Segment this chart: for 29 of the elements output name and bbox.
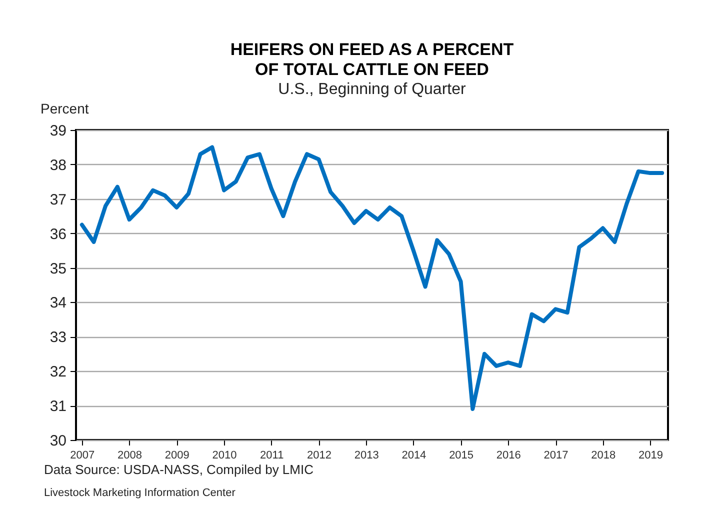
line-series — [80, 145, 664, 411]
text: Livestock Marketing Information Center — [44, 487, 236, 499]
chart-subtitle: U.S., Beginning of Quarter — [278, 81, 466, 98]
x-tick-label: 2011 — [260, 450, 284, 462]
y-axis-title: Percent — [40, 100, 89, 116]
x-tick-label: 2014 — [402, 450, 426, 462]
x-tick-label: 2016 — [496, 450, 521, 462]
y-tick-label: 37 — [50, 191, 66, 208]
y-tick-label: 34 — [50, 294, 66, 312]
y-tick-label: 38 — [50, 156, 66, 174]
x-tick-label: 2009 — [164, 450, 190, 462]
x-tick-label: 2019 — [638, 450, 663, 462]
x-tick-label: 2017 — [544, 450, 568, 462]
x-tick-label: 2010 — [212, 450, 237, 462]
source-note: Data Source: USDA-NASS, Compiled by LMIC — [44, 462, 314, 477]
x-tick-label: 2013 — [354, 450, 379, 462]
y-tick-label: 31 — [50, 398, 66, 416]
x-tick-label: 2015 — [449, 450, 474, 462]
x-tick-label: 2018 — [591, 450, 616, 462]
y-tick-label: 33 — [50, 329, 66, 346]
x-tick-label: 2008 — [118, 450, 142, 462]
y-tick-label: 35 — [50, 260, 66, 278]
x-tick-label: 2007 — [70, 450, 95, 462]
y-tick-label: 32 — [50, 364, 66, 381]
y-tick-label: 30 — [50, 432, 66, 450]
chart-title: HEIFERS ON FEED AS A PERCENT OF TOTAL CATTLE ON FEED — [230, 40, 514, 79]
y-tick-label: 36 — [50, 226, 66, 243]
y-tick-label: 39 — [50, 122, 66, 140]
x-tick-label: 2012 — [306, 450, 332, 462]
